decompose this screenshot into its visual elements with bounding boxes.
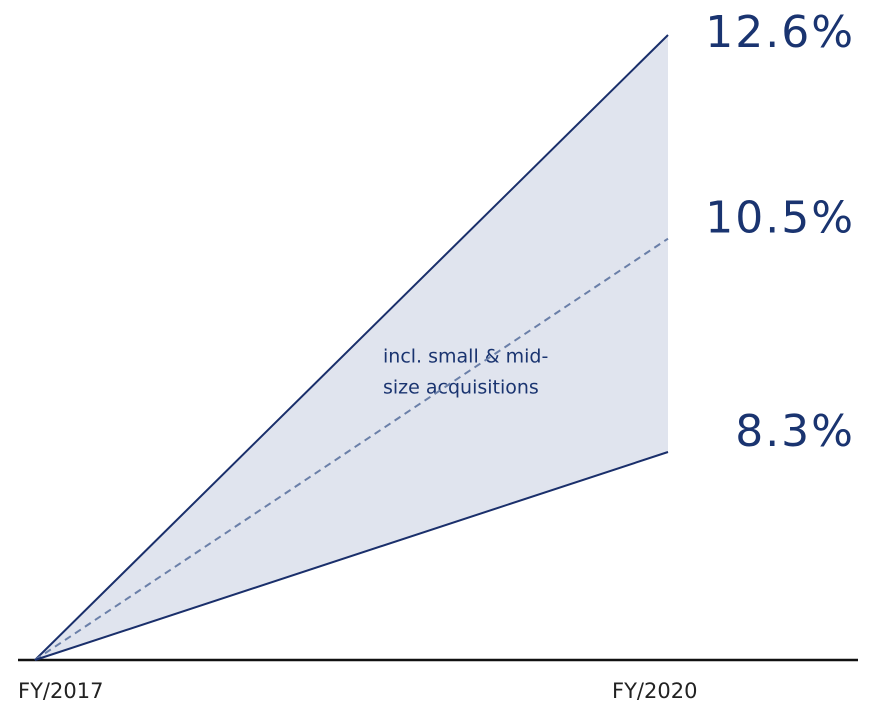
- annotation: size acquisitions: [383, 377, 539, 399]
- value-label: 12.6%: [705, 7, 855, 58]
- range-line: [34, 451, 669, 661]
- annotation: incl. small & mid-: [383, 346, 548, 368]
- x-tick-label: FY/2017: [18, 679, 103, 703]
- value-label: 10.5%: [705, 193, 855, 244]
- mid-line: [34, 237, 669, 661]
- range-line: [34, 34, 669, 661]
- value-label: 8.3%: [735, 406, 855, 457]
- x-tick-label: FY/2020: [612, 679, 697, 703]
